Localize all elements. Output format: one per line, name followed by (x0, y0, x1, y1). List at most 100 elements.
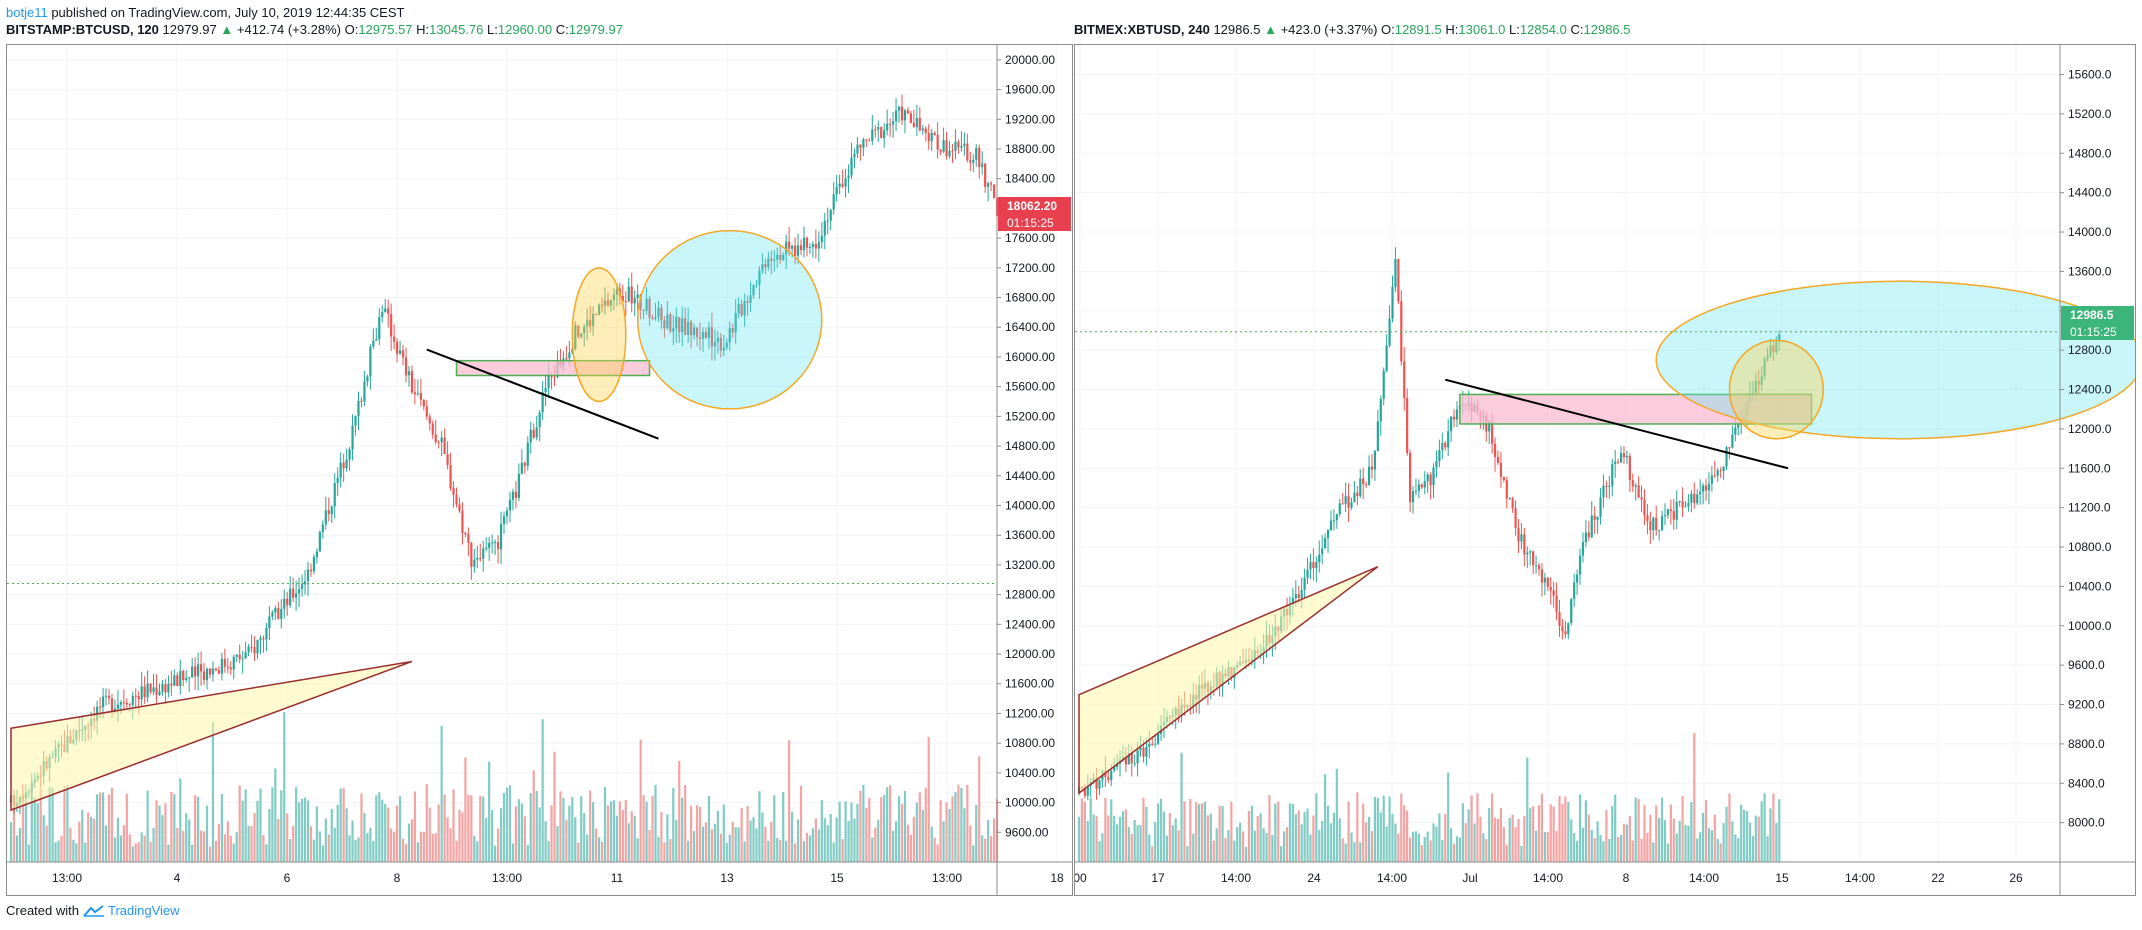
volume-bar (1479, 816, 1482, 862)
candle-body (547, 375, 550, 388)
right-chart-panel[interactable]: 8000.0 8400.0 8800.0 9200.0 9600.0 10000.0 104… (1074, 44, 2136, 896)
price-tick-label: 9200.0 (2068, 698, 2105, 712)
candle-body (948, 150, 951, 157)
volume-bar (440, 725, 443, 862)
candle-body (1631, 480, 1634, 487)
candle-body (1707, 483, 1711, 491)
volume-bar (975, 804, 978, 862)
candle-body (1148, 743, 1151, 747)
volume-bar (1546, 832, 1549, 862)
candle-body (1772, 345, 1775, 352)
volume-bar (33, 797, 36, 862)
candle-body (883, 130, 886, 138)
left-chart-svg[interactable]: 9600.00 10000.00 10400.00 10800.00 11200.00 1… (7, 45, 1072, 895)
candle-body (419, 393, 422, 400)
candle-body (1309, 562, 1312, 570)
volume-bar (1206, 815, 1210, 862)
candle-body (348, 449, 351, 460)
volume-bar (324, 818, 327, 862)
volume-bar (529, 793, 532, 862)
volume-bar (796, 819, 800, 862)
time-tick-label: 14:00 (1377, 871, 1407, 885)
candle-body (1599, 497, 1602, 517)
candle-body (1757, 380, 1760, 385)
candle-body (737, 303, 740, 314)
price-tick-label: 16800.00 (1005, 291, 1055, 305)
price-tick-label: 10800.0 (2068, 540, 2112, 554)
candle-body (672, 328, 675, 332)
candle-body (1488, 421, 1491, 432)
volume-bar (785, 840, 788, 862)
volume-bar (939, 800, 942, 862)
volume-bar (924, 787, 927, 862)
volume-bar (268, 808, 271, 862)
candle-body (1326, 530, 1330, 539)
volume-bar (1537, 805, 1541, 862)
volume-bar (1617, 836, 1620, 862)
author-link[interactable]: botje11 (6, 5, 48, 20)
volume-bar (194, 795, 197, 862)
time-tick-label: 15 (830, 871, 844, 885)
right-chart-svg[interactable]: 8000.0 8400.0 8800.0 9200.0 9600.0 10000.0 104… (1075, 45, 2135, 895)
volume-bar (75, 843, 78, 862)
left-chart-panel[interactable]: 9600.00 10000.00 10400.00 10800.00 11200.00 1… (6, 44, 1073, 896)
volume-bar (173, 794, 176, 862)
candle-body (909, 113, 913, 123)
candle-body (333, 483, 336, 507)
candle-body (404, 357, 408, 376)
volume-bar (101, 792, 105, 862)
candle-body (639, 294, 642, 310)
volume-bar (482, 796, 485, 862)
created-with-text: Created with (6, 903, 79, 918)
volume-bar (645, 801, 648, 862)
candle-body (271, 612, 274, 617)
volume-bar (847, 821, 850, 862)
countdown-tag (998, 214, 1071, 231)
candle-body (208, 668, 212, 675)
candle-body (363, 381, 366, 402)
right-symbol[interactable]: BITMEX:XBTUSD, 240 (1074, 22, 1210, 37)
volume-bar (199, 830, 203, 862)
volume-bar (164, 803, 167, 862)
volume-bar (936, 844, 939, 862)
candle-body (185, 677, 188, 680)
left-symbol[interactable]: BITSTAMP:BTCUSD, 120 (6, 22, 159, 37)
volume-bar (244, 789, 247, 862)
tradingview-link[interactable]: TradingView (83, 903, 180, 918)
candle-body (942, 140, 945, 152)
candle-body (975, 147, 978, 160)
candle-body (384, 308, 387, 312)
candle-body (214, 668, 218, 671)
volume-bar (446, 817, 449, 862)
volume-bar (603, 786, 607, 862)
candle-body (1502, 476, 1505, 480)
volume-bar (398, 796, 402, 862)
volume-bar (1420, 845, 1423, 862)
time-tick-label: 26 (2009, 871, 2023, 885)
candle-body (1643, 499, 1646, 516)
candle-body (158, 691, 161, 695)
volume-bar (1461, 803, 1464, 862)
volume-bar (1737, 838, 1740, 862)
volume-bar (90, 816, 93, 862)
candle-body (918, 118, 921, 131)
volume-bar (96, 794, 99, 862)
price-tick-label: 18400.00 (1005, 172, 1055, 186)
volume-bar (36, 803, 39, 862)
volume-bar (443, 794, 446, 862)
candle-body (903, 110, 907, 121)
volume-bar (494, 845, 497, 862)
candle-body (1095, 778, 1098, 789)
candle-body (1587, 532, 1590, 538)
candle-body (752, 285, 755, 296)
volume-bar (78, 821, 81, 862)
volume-bar (116, 817, 120, 862)
candle-body (393, 336, 396, 342)
candle-body (1704, 485, 1708, 491)
candle-body (743, 301, 746, 316)
volume-bar (737, 827, 740, 862)
volume-bar (1335, 768, 1338, 862)
candle-body (131, 695, 134, 706)
volume-bar (565, 819, 568, 862)
candle-body (1646, 515, 1649, 522)
